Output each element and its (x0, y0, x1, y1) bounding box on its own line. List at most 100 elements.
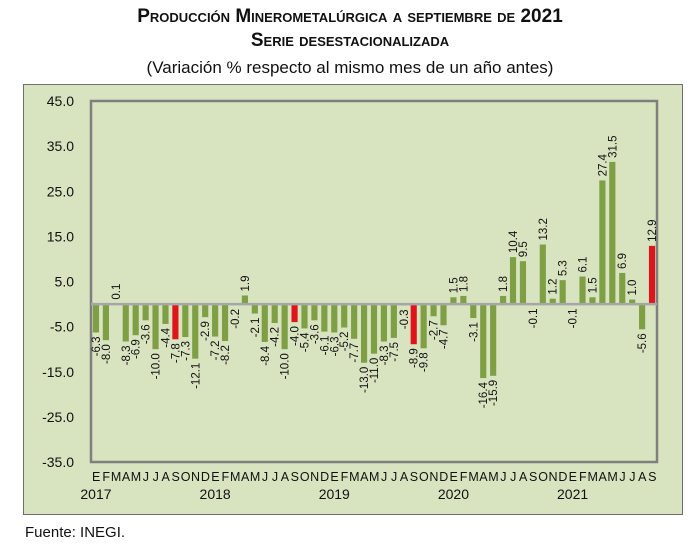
x-month-label: A (122, 470, 131, 484)
y-tick-label: 25.0 (47, 183, 74, 199)
bar (509, 257, 517, 305)
plot-area (89, 99, 659, 464)
data-label: 12.9 (647, 219, 659, 241)
data-label: -6.3 (91, 336, 103, 356)
x-month-label: A (281, 470, 290, 484)
bar (182, 304, 189, 338)
x-month-label: M (607, 470, 617, 484)
data-label: 1.5 (587, 277, 599, 293)
x-year-label: 2017 (80, 486, 111, 502)
data-label: -10.0 (280, 353, 292, 379)
data-label: -4.0 (290, 326, 302, 346)
bar (380, 304, 388, 342)
data-label: 1.5 (448, 277, 460, 293)
data-label: -12.1 (190, 363, 202, 389)
bar (162, 304, 169, 324)
data-label: -8.3 (379, 346, 391, 366)
x-month-label: E (450, 470, 458, 484)
x-month-label: O (538, 470, 548, 484)
bar (251, 304, 258, 314)
bar (102, 304, 109, 341)
y-tick-label: 5.0 (55, 274, 75, 290)
bar (192, 304, 199, 359)
x-month-label: J (629, 470, 635, 484)
x-month-label: J (262, 470, 268, 484)
x-month-label: A (638, 470, 647, 484)
data-label: -7.3 (180, 341, 192, 361)
x-month-label: F (579, 470, 587, 484)
x-month-label: A (598, 470, 607, 484)
x-month-label: A (360, 470, 369, 484)
bar (648, 245, 656, 305)
data-label: 6.1 (578, 257, 590, 273)
bar (559, 280, 566, 305)
bar (539, 244, 546, 305)
x-month-label: J (391, 470, 397, 484)
bar (241, 295, 248, 305)
data-label: -8.3 (121, 346, 133, 366)
x-month-label: M (349, 470, 359, 484)
chart-title: Producción Minerometalúrgica a septiembr… (137, 6, 563, 27)
data-label: -7.7 (349, 343, 361, 363)
data-label: -4.2 (270, 327, 282, 347)
bar (321, 304, 328, 332)
bar (599, 180, 606, 305)
x-month-label: A (241, 470, 250, 484)
data-label: -2.7 (429, 320, 441, 340)
bar (410, 304, 417, 345)
bar (639, 304, 646, 330)
bar (460, 295, 467, 305)
bar (351, 304, 358, 339)
bar (619, 272, 626, 305)
bar (370, 304, 378, 354)
bar (440, 304, 447, 326)
data-label: 1.8 (498, 276, 510, 292)
x-month-label: E (569, 470, 577, 484)
data-label: -6.9 (131, 339, 143, 359)
data-label: 10.4 (508, 230, 520, 253)
bar (331, 304, 338, 333)
x-month-label: J (500, 470, 506, 484)
data-label: -3.6 (309, 324, 321, 344)
x-year-label: 2019 (319, 486, 350, 502)
data-label: -5.4 (299, 332, 311, 352)
x-year-label: 2018 (200, 486, 231, 502)
bar (172, 304, 179, 340)
x-month-label: J (153, 470, 159, 484)
data-label: -7.5 (389, 342, 401, 362)
chart-title-line2: Serie desestacionalizada (250, 30, 450, 51)
data-label: 31.5 (607, 136, 619, 158)
data-label: 1.0 (627, 280, 639, 296)
x-month-label: D (201, 470, 210, 484)
y-tick-label: 45.0 (47, 93, 74, 109)
data-label: -5.6 (637, 333, 649, 353)
x-month-label: S (529, 470, 537, 484)
chart-subtitle: (Variación % respecto al mismo mes de un… (146, 58, 554, 77)
data-label: -3.1 (468, 322, 480, 342)
data-label: -7.8 (170, 343, 182, 363)
x-month-label: M (488, 470, 498, 484)
x-month-label: N (429, 470, 438, 484)
x-month-label: M (587, 470, 597, 484)
data-label: -0.1 (528, 309, 540, 329)
bar (202, 304, 209, 318)
bar (92, 304, 100, 333)
x-month-label: M (369, 470, 379, 484)
x-month-label: F (102, 470, 110, 484)
data-label: -6.3 (329, 336, 341, 356)
data-label: -13.0 (359, 367, 371, 393)
bar (470, 304, 477, 319)
bar (311, 304, 318, 321)
x-month-label: D (320, 470, 329, 484)
data-label: -8.2 (220, 345, 232, 365)
y-tick-label: -15.0 (42, 364, 74, 380)
x-month-label: M (111, 470, 121, 484)
x-month-label: S (410, 470, 418, 484)
bar (629, 299, 636, 305)
bar (132, 304, 139, 336)
data-label: -10.0 (151, 353, 163, 379)
data-label: -4.4 (160, 327, 172, 347)
data-label: -0.3 (399, 309, 411, 329)
data-label: 27.4 (597, 153, 609, 176)
bar (360, 304, 368, 363)
